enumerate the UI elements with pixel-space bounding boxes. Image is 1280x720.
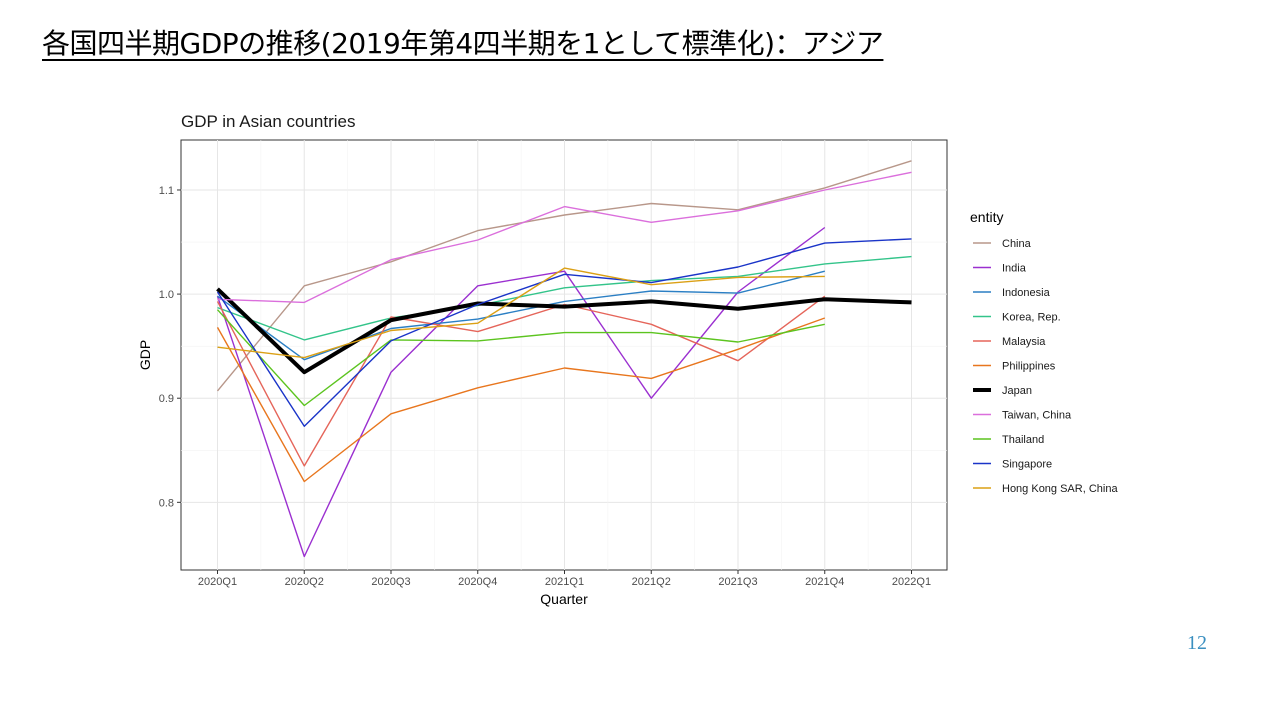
x-tick-label: 2021Q3 [718,576,757,588]
y-axis-title: GDP [137,340,153,370]
legend-label: Thailand [1002,434,1044,446]
series-line-thailand [216,309,825,407]
legend-label: Korea, Rep. [1002,312,1061,324]
axes: 0.8 0.9 1.0 1.1 2020Q1 2020Q2 2020Q3 2020Q4 2021… [159,185,931,588]
legend-label: Indonesia [1002,287,1051,299]
legend-label: Japan [1002,385,1032,397]
series-line-singapore [216,238,912,427]
series-line-japan [216,287,912,375]
series-line-philippines [216,317,826,483]
x-tick-label: 2020Q4 [458,576,497,588]
y-tick-label: 0.8 [159,497,174,509]
y-tick-label: 0.9 [159,393,174,405]
chart-title: GDP in Asian countries [181,112,356,131]
legend-label: India [1002,263,1027,275]
x-tick-label: 2022Q1 [892,576,931,588]
slide-title: 各国四半期GDPの推移(2019年第4四半期を1として標準化)：アジア [42,27,884,60]
series-line-taiwan-china [217,171,912,304]
series-line-korea-rep [217,255,912,341]
legend-label: Taiwan, China [1002,410,1072,422]
legend-label: Philippines [1002,361,1056,373]
legend-label: Hong Kong SAR, China [1002,483,1118,495]
x-axis-title: Quarter [540,591,588,607]
x-tick-label: 2021Q4 [805,576,844,588]
series-lines [216,160,912,558]
legend-label: Malaysia [1002,336,1046,348]
x-tick-label: 2020Q3 [371,576,410,588]
series-line-indonesia [217,270,825,361]
series-line-hong-kong-sar-china [217,267,825,359]
legend-label: China [1002,238,1032,250]
x-tick-label: 2020Q2 [285,576,324,588]
y-tick-label: 1.0 [159,289,174,301]
page-number: 12 [1187,632,1207,654]
x-tick-label: 2021Q1 [545,576,584,588]
x-tick-label: 2021Q2 [632,576,671,588]
series-line-india [216,226,826,558]
grid-lines [181,140,947,570]
series-line-china [216,160,912,392]
y-tick-label: 1.1 [159,185,174,197]
legend-title: entity [970,209,1003,225]
legend: entity China India Indonesia Korea, Rep. Mal… [970,209,1118,495]
legend-label: Singapore [1002,459,1052,471]
x-tick-label: 2020Q1 [198,576,237,588]
